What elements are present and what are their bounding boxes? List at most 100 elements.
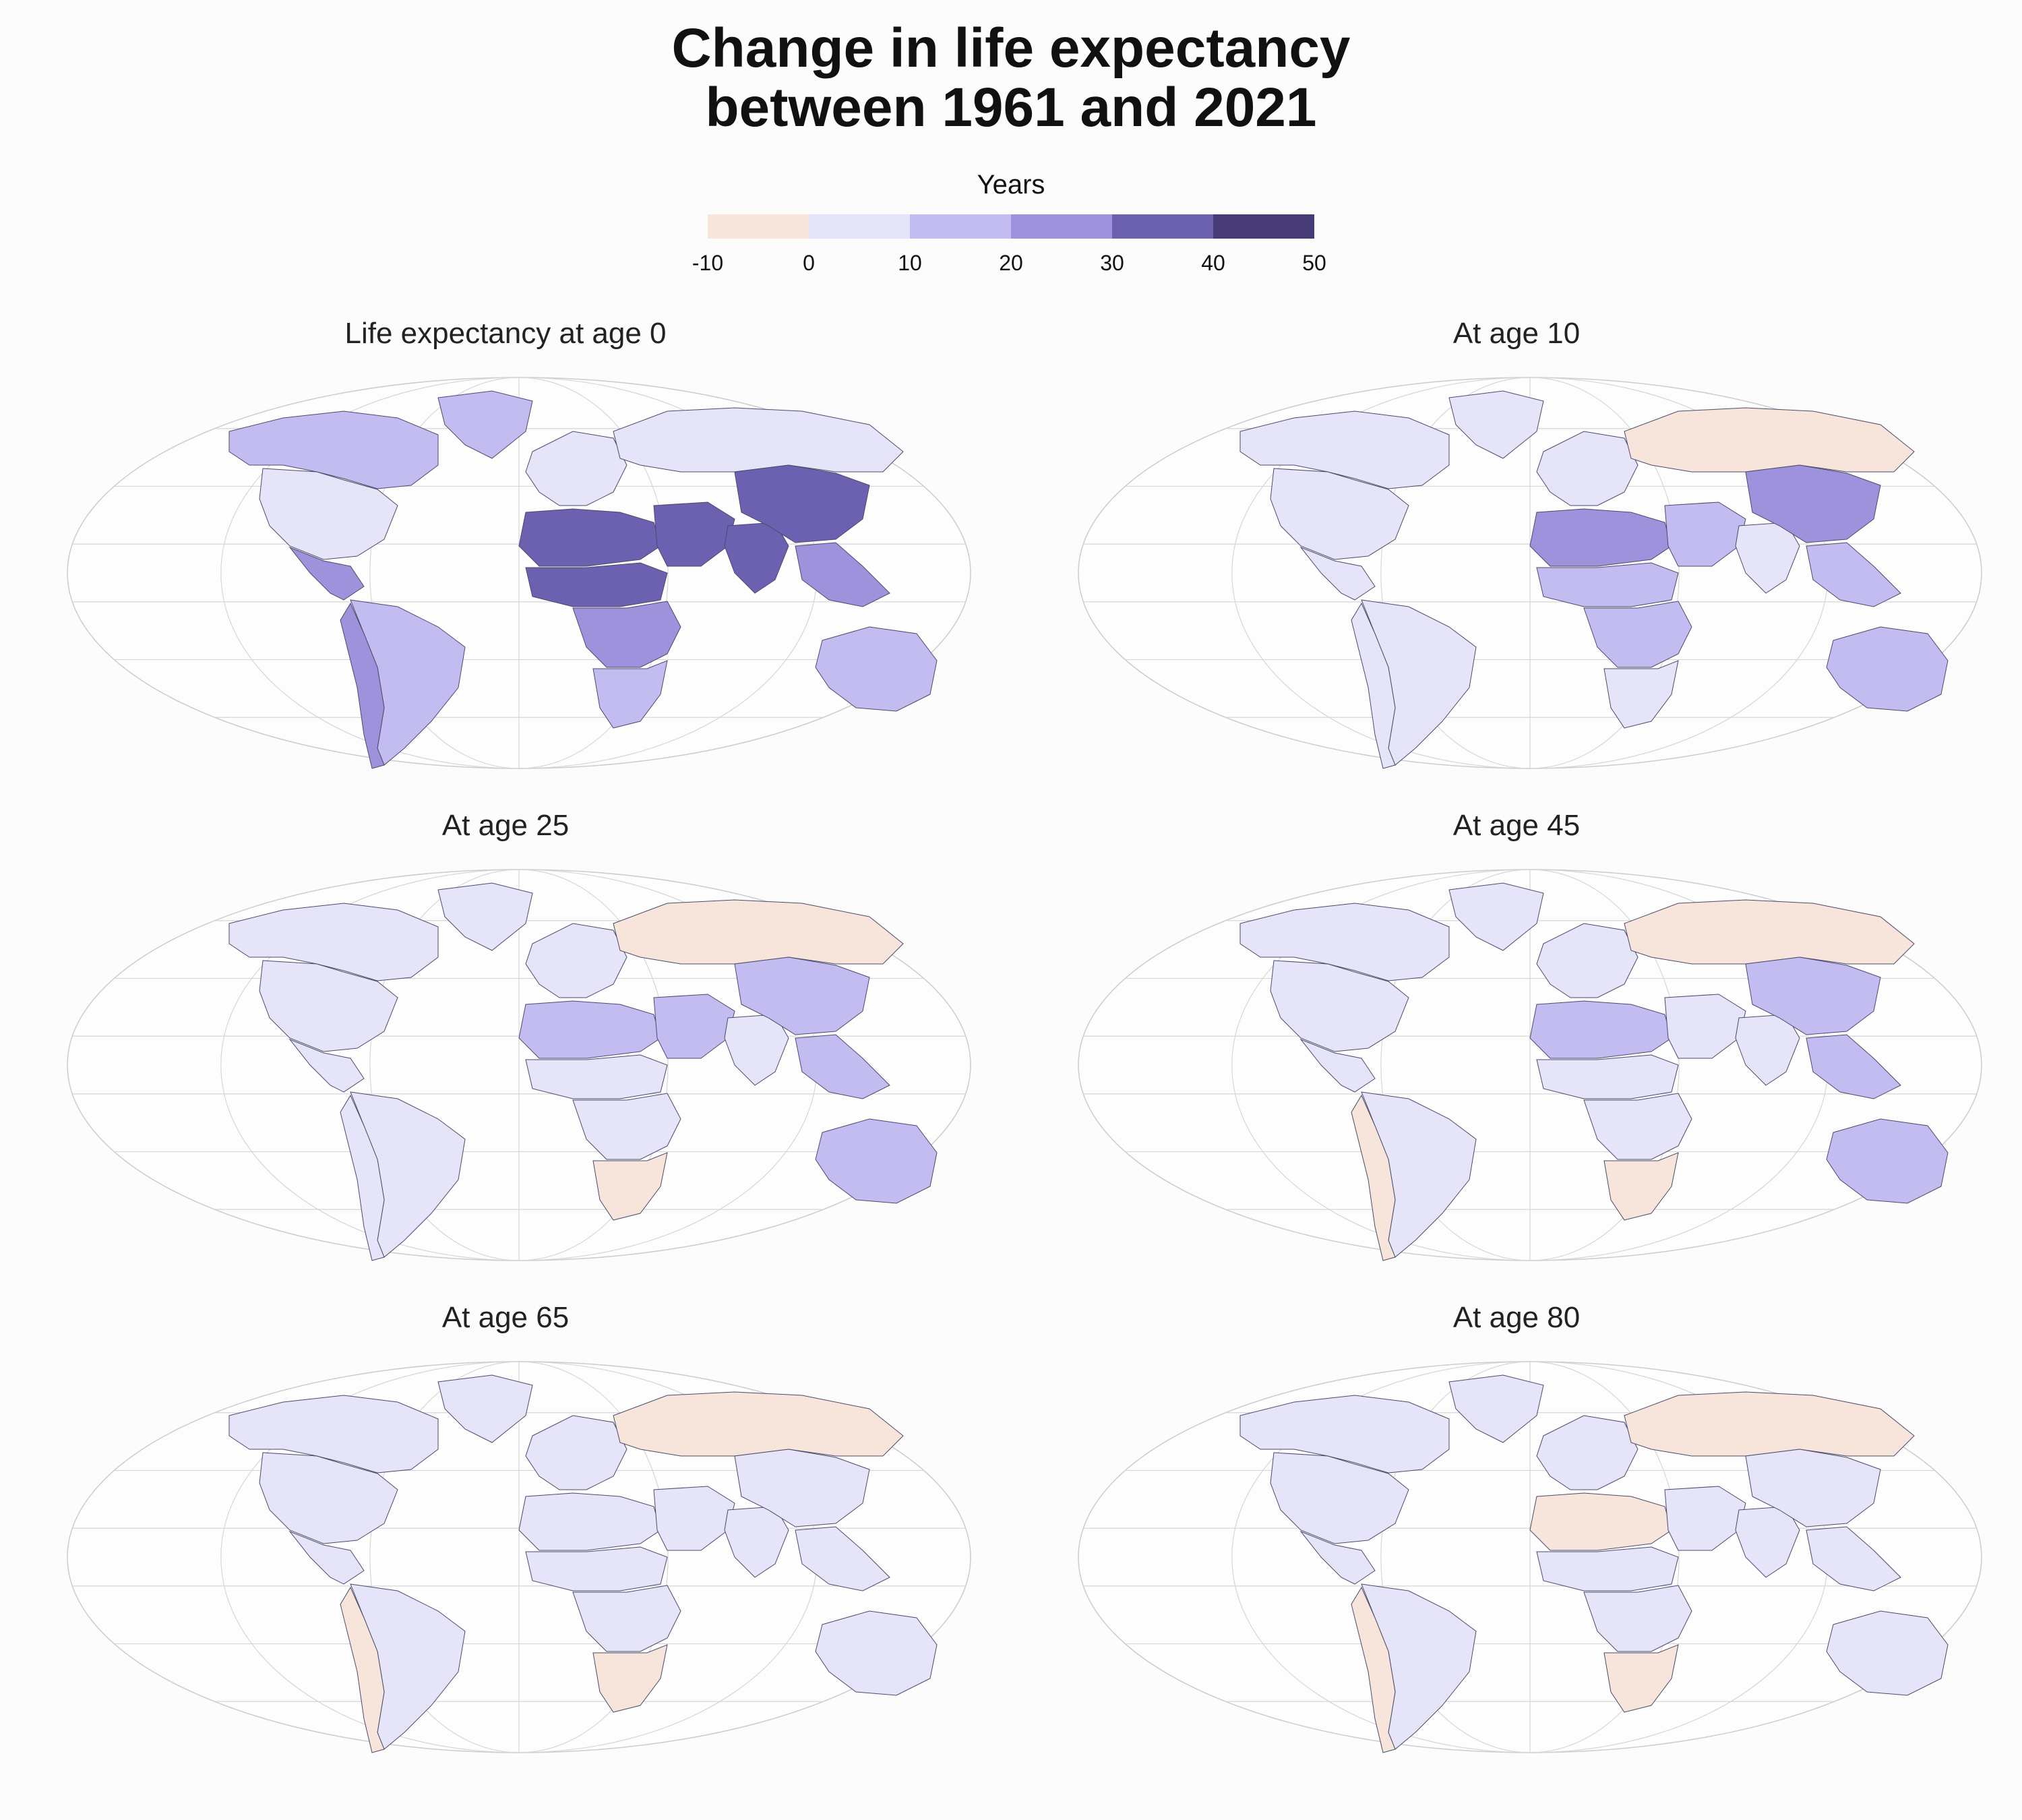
graticule-meridian — [1380, 1362, 1680, 1753]
region-southern-africa — [1603, 1152, 1679, 1221]
map-panel-3: At age 45 — [1011, 809, 2022, 1294]
region-middle-east — [1664, 1486, 1746, 1551]
region-central-america — [1299, 1038, 1376, 1093]
graticule-meridian — [1380, 377, 1680, 768]
region-usa — [259, 1452, 398, 1544]
graticule-meridian — [369, 377, 669, 768]
region-central-africa — [1583, 1093, 1692, 1160]
region-andes — [1351, 1586, 1396, 1753]
region-southeast-asia — [1806, 1034, 1901, 1099]
region-north-africa — [518, 1000, 661, 1059]
region-greenland — [1448, 390, 1544, 459]
region-sahel — [525, 1054, 668, 1099]
legend-tick-label: 50 — [1302, 251, 1326, 275]
region-china — [1745, 464, 1881, 543]
panel-title: At age 10 — [1452, 317, 1581, 350]
region-australia — [1826, 1118, 1949, 1204]
region-andes — [340, 602, 385, 769]
world-map — [1078, 1361, 1982, 1753]
legend-swatch-4 — [1112, 214, 1213, 239]
region-greenland — [437, 1374, 533, 1443]
region-china — [734, 464, 870, 543]
region-andes — [340, 1586, 385, 1753]
region-greenland — [437, 882, 533, 951]
region-central-america — [1299, 1530, 1376, 1585]
region-sahel — [1536, 562, 1679, 607]
legend-swatch-5 — [1213, 214, 1314, 239]
region-australia — [815, 1610, 938, 1696]
region-europe — [525, 923, 627, 998]
region-southeast-asia — [1806, 542, 1901, 607]
legend-title: Years — [977, 170, 1045, 200]
legend-swatch-2 — [910, 214, 1011, 239]
panel-title: Life expectancy at age 0 — [344, 317, 667, 350]
legend-tick-label: 30 — [1100, 251, 1124, 275]
graticule-meridian — [369, 1362, 669, 1753]
region-central-america — [288, 1038, 365, 1093]
region-middle-east — [1664, 994, 1746, 1059]
legend-tick-label: 40 — [1201, 251, 1225, 275]
region-southern-africa — [1603, 660, 1679, 729]
region-russia — [1624, 1391, 1915, 1457]
region-southeast-asia — [795, 1034, 890, 1099]
panel-title: At age 65 — [441, 1301, 570, 1334]
region-central-america — [1299, 546, 1376, 601]
region-europe — [525, 431, 627, 506]
region-china — [734, 1449, 870, 1527]
region-central-africa — [572, 1093, 681, 1160]
region-usa — [259, 468, 398, 560]
map-panel-1: At age 10 — [1011, 317, 2022, 802]
region-andes — [1351, 1094, 1396, 1261]
region-russia — [613, 1391, 904, 1457]
region-north-america — [1239, 1395, 1450, 1474]
region-sahel — [525, 1546, 668, 1591]
world-map — [67, 1361, 971, 1753]
graticule-meridian — [369, 870, 669, 1261]
panel-title: At age 45 — [1452, 809, 1581, 842]
region-usa — [1270, 1452, 1409, 1544]
region-southern-africa — [592, 660, 668, 729]
region-southern-africa — [592, 1644, 668, 1713]
region-southeast-asia — [1806, 1526, 1901, 1591]
region-europe — [1536, 923, 1638, 998]
region-usa — [1270, 468, 1409, 560]
region-europe — [1536, 1415, 1638, 1490]
region-central-america — [288, 546, 365, 601]
region-north-africa — [1529, 1492, 1672, 1551]
region-north-america — [228, 903, 439, 981]
region-russia — [1624, 407, 1915, 473]
region-greenland — [1448, 1374, 1544, 1443]
region-central-africa — [572, 1585, 681, 1652]
legend-swatch-3 — [1011, 214, 1112, 239]
region-china — [1745, 1449, 1881, 1527]
legend-tick-label: 10 — [898, 251, 922, 275]
region-europe — [525, 1415, 627, 1490]
region-southeast-asia — [795, 542, 890, 607]
region-north-africa — [518, 508, 661, 567]
region-middle-east — [653, 994, 735, 1059]
region-andes — [1351, 602, 1396, 769]
legend-swatch-0 — [708, 214, 809, 239]
title-line-1: Change in life expectancy — [671, 18, 1351, 79]
region-sahel — [1536, 1054, 1679, 1099]
legend-tick-label: 20 — [999, 251, 1023, 275]
region-middle-east — [653, 1486, 735, 1551]
map-panel-0: Life expectancy at age 0 — [0, 317, 1011, 802]
graticule-meridian — [1380, 870, 1680, 1261]
region-australia — [815, 626, 938, 712]
map-panel-2: At age 25 — [0, 809, 1011, 1294]
region-central-america — [288, 1530, 365, 1585]
region-north-america — [228, 1395, 439, 1474]
map-panel-5: At age 80 — [1011, 1301, 2022, 1786]
region-sahel — [525, 562, 668, 607]
legend-color-bar — [708, 214, 1314, 239]
world-map — [1078, 377, 1982, 769]
legend-tick-label: 0 — [803, 251, 815, 275]
region-central-africa — [572, 601, 681, 668]
region-middle-east — [653, 502, 735, 567]
region-usa — [259, 960, 398, 1052]
region-russia — [1624, 899, 1915, 965]
region-north-america — [1239, 411, 1450, 489]
region-europe — [1536, 431, 1638, 506]
region-southeast-asia — [795, 1526, 890, 1591]
